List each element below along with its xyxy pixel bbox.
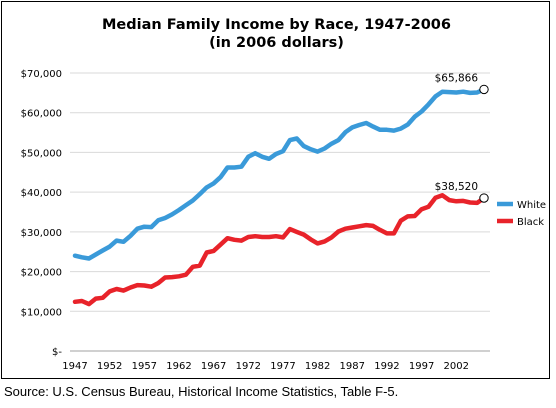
x-tick-label: 1957 xyxy=(132,361,157,372)
series-line-white xyxy=(72,87,487,261)
y-tick-label: $50,000 xyxy=(21,148,62,159)
end-value-label: $65,866 xyxy=(435,72,479,84)
x-tick-label: 1997 xyxy=(409,361,434,372)
x-tick-label: 2002 xyxy=(444,361,469,372)
y-tick-label: $10,000 xyxy=(21,307,62,318)
source-note: Source: U.S. Census Bureau, Historical I… xyxy=(4,384,399,399)
x-tick-label: 1962 xyxy=(166,361,191,372)
chart-subtitle: (in 2006 dollars) xyxy=(209,35,344,51)
y-tick-label: $- xyxy=(52,347,62,358)
x-tick-label: 1992 xyxy=(374,361,399,372)
x-tick-label: 1947 xyxy=(62,361,87,372)
chart-title-line: Median Family Income by Race, 1947-2006 xyxy=(102,17,451,33)
x-tick-label: 1952 xyxy=(97,361,122,372)
x-tick-label: 1972 xyxy=(236,361,261,372)
line-chart: $- $10,000 $20,000 $30,000 $40,000 $50,000 $60… xyxy=(21,69,546,372)
y-tick-label: $40,000 xyxy=(21,188,62,199)
legend-label-white: White xyxy=(517,200,546,211)
x-tick-label: 1987 xyxy=(340,361,365,372)
chart-title: Median Family Income by Race, 1947-2006 … xyxy=(2,16,551,52)
y-tick-label: $20,000 xyxy=(21,268,62,279)
series-line-black xyxy=(72,193,487,307)
x-tick-label: 1977 xyxy=(270,361,295,372)
y-tick-label: $70,000 xyxy=(21,69,62,80)
legend-label-black: Black xyxy=(517,217,544,228)
x-tick-label: 1982 xyxy=(305,361,330,372)
end-point-marker xyxy=(479,84,489,95)
end-value-label: $38,520 xyxy=(435,181,478,193)
x-tick-label: 1967 xyxy=(201,361,226,372)
end-point-marker xyxy=(479,193,489,203)
y-tick-label: $60,000 xyxy=(21,109,62,120)
chart-frame: Median Family Income by Race, 1947-2006 … xyxy=(1,1,550,379)
y-tick-label: $30,000 xyxy=(21,228,62,239)
